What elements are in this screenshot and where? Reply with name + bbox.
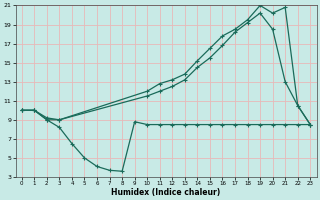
X-axis label: Humidex (Indice chaleur): Humidex (Indice chaleur) xyxy=(111,188,221,197)
